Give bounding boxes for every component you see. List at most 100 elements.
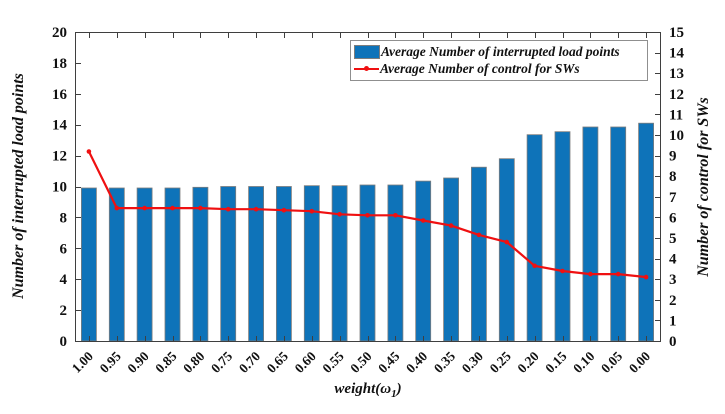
left-axis-tick-label: 10 (52, 180, 67, 196)
line-point (170, 205, 175, 211)
line-point (588, 271, 593, 277)
x-axis-tick-label: 0.70 (236, 348, 263, 375)
x-axis-tick-label: 0.90 (124, 348, 151, 375)
x-axis-title-subscript: 1 (391, 388, 397, 400)
right-axis-title: Number of control for SWs (695, 97, 712, 277)
bar (443, 177, 460, 342)
line-point (281, 207, 287, 213)
axis-ticks (76, 32, 660, 342)
right-axis-tick-label: 4 (669, 252, 677, 268)
x-axis-tick-label: 0.40 (403, 348, 430, 375)
right-axis-tick-label: 8 (669, 169, 677, 185)
x-axis-tick-label: 0.00 (626, 348, 653, 375)
line-series (86, 149, 649, 280)
x-axis-tick-label: 0.15 (542, 348, 569, 375)
bar (331, 185, 348, 342)
bar (387, 184, 404, 342)
left-axis-tick-label: 14 (52, 118, 68, 134)
x-axis-tick-label: 0.25 (487, 348, 514, 375)
right-axis-tick-label: 13 (669, 66, 684, 82)
line-point (504, 239, 510, 245)
left-axis-tick-label: 0 (60, 334, 68, 350)
x-axis-tick-label: 0.60 (292, 348, 319, 375)
line-point (643, 274, 649, 280)
bar (108, 187, 125, 342)
x-axis-tick-label: 0.45 (375, 348, 402, 375)
left-axis-tick-label: 2 (60, 303, 68, 319)
bar (81, 187, 97, 342)
right-axis-tick-label: 1 (669, 313, 677, 329)
line-point (393, 213, 398, 218)
right-axis-tick-label: 7 (669, 190, 677, 206)
right-axis-tick-label: 6 (669, 210, 677, 226)
line-point (615, 271, 621, 277)
line-point (142, 205, 147, 211)
bar (610, 126, 627, 342)
bar (638, 122, 654, 342)
bar-series (81, 122, 654, 342)
bar (498, 158, 515, 342)
legend-label-line: Average Number of control for SWs (380, 60, 580, 76)
x-axis-tick-label: 0.05 (598, 348, 625, 375)
right-axis-tick-label: 10 (669, 128, 684, 144)
left-axis-tick-label: 16 (52, 87, 68, 103)
x-axis-tick-label: 0.75 (208, 348, 235, 375)
legend-entry-bars: Average Number of interrupted load point… (354, 43, 644, 60)
line-point (420, 218, 426, 223)
x-axis-tick-label: 0.85 (152, 348, 179, 375)
x-axis-tick-label: 1.00 (69, 348, 96, 375)
line-point (532, 263, 537, 269)
x-axis-tick-label: 0.80 (180, 348, 207, 375)
x-axis-tick-label: 0.50 (347, 348, 374, 375)
left-axis-tick-label: 4 (60, 272, 68, 288)
x-axis-tick-label: 0.30 (459, 348, 486, 375)
left-axis-tick-label: 8 (60, 210, 68, 226)
right-axis-tick-label: 0 (669, 334, 677, 350)
right-axis-tick-label: 9 (669, 149, 677, 165)
line-point (198, 205, 203, 211)
x-axis-tick-label: 0.95 (97, 348, 124, 375)
x-axis-tick-label: 0.20 (514, 348, 541, 375)
bar (359, 184, 376, 342)
line-point (86, 149, 92, 154)
line-point (476, 232, 482, 238)
line-marker-icon (354, 63, 379, 75)
line-point (448, 223, 454, 228)
left-axis-tick-label: 20 (52, 25, 67, 41)
bar (470, 166, 487, 342)
x-axis-tick-label: 0.55 (319, 348, 346, 375)
right-axis-tick-label: 14 (669, 46, 685, 62)
bar (582, 126, 599, 342)
left-axis-title: Number of interrupted load points (10, 73, 27, 299)
line-point (225, 206, 231, 212)
line-point (253, 206, 259, 212)
right-axis-tick-label: 15 (669, 25, 684, 41)
x-axis-title: weight(ω1) (334, 381, 401, 400)
legend-entry-line: Average Number of control for SWs (354, 60, 644, 77)
line-point (309, 208, 315, 214)
bar (415, 180, 432, 342)
plot-border (75, 32, 661, 342)
line-point (365, 213, 370, 218)
bar (164, 187, 181, 342)
bar (526, 134, 543, 342)
line-marker-dot (364, 66, 369, 71)
line-point (337, 212, 342, 217)
x-axis-title-close: ) (396, 381, 402, 397)
x-axis-tick-label: 0.10 (570, 348, 597, 375)
bar (554, 131, 571, 342)
right-axis-tick-label: 11 (669, 107, 683, 123)
line-point (114, 205, 120, 211)
left-axis-tick-label: 6 (60, 241, 68, 257)
legend: Average Number of interrupted load point… (350, 40, 648, 81)
right-axis-tick-label: 3 (669, 272, 677, 288)
bar (136, 187, 153, 342)
x-axis-title-main: weight(ω (334, 381, 392, 397)
x-axis-tick-label: 0.65 (264, 348, 291, 375)
left-axis-tick-label: 18 (52, 56, 67, 72)
line-point (560, 268, 565, 274)
right-axis-tick-label: 12 (669, 87, 684, 103)
left-axis-tick-label: 12 (52, 149, 67, 165)
right-axis-tick-label: 5 (669, 231, 677, 247)
